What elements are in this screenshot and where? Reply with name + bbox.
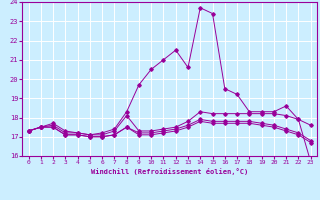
X-axis label: Windchill (Refroidissement éolien,°C): Windchill (Refroidissement éolien,°C) xyxy=(91,168,248,175)
